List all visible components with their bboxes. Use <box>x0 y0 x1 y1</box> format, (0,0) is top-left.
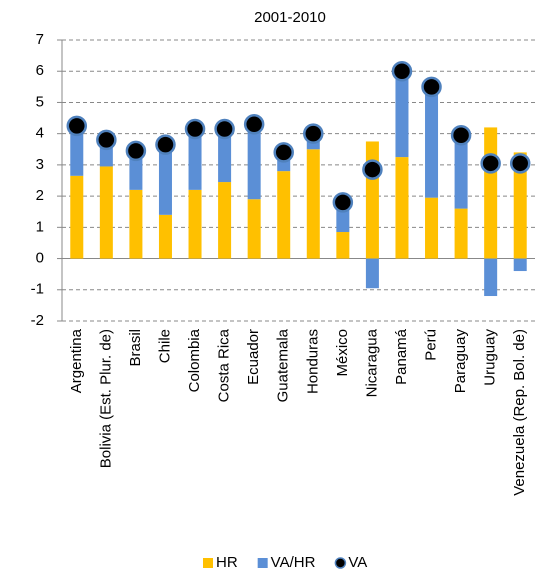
x-tick-label: Ecuador <box>245 329 262 385</box>
x-tick-label: Venezuela (Rep. Bol. de) <box>511 329 528 496</box>
x-tick-label: Paraguay <box>452 329 469 394</box>
x-tick-label: México <box>334 329 351 377</box>
bar-segment <box>365 258 379 289</box>
va-dot <box>332 192 354 213</box>
va-dot <box>96 129 117 151</box>
y-tick-label: 4 <box>36 125 44 142</box>
y-tick-label: 6 <box>36 62 44 79</box>
bar-segment <box>395 157 409 259</box>
va-dot <box>125 140 147 162</box>
va-dot <box>391 60 413 82</box>
bar-segment <box>425 86 439 198</box>
legend-label: HR <box>216 554 238 571</box>
y-tick-label: 5 <box>36 93 44 110</box>
bar-segment <box>247 124 261 200</box>
bar-segment <box>129 150 143 190</box>
bar-segment <box>129 189 143 259</box>
va-dot <box>273 142 294 163</box>
chart-title: 2001-2010 <box>254 9 326 26</box>
y-tick-label: 2 <box>36 187 44 204</box>
x-tick-label: Bolivia (Est. Plur. de) <box>97 329 114 468</box>
x-tick-label: Honduras <box>304 329 321 394</box>
bar-segment <box>218 128 232 183</box>
y-tick-label: -2 <box>31 312 44 329</box>
va-dot <box>155 134 176 155</box>
legend-marker <box>334 557 347 569</box>
bar-segment <box>425 197 439 259</box>
x-tick-label: Argentina <box>68 328 85 393</box>
bar-segment <box>247 199 261 259</box>
bar-segment <box>454 208 468 259</box>
bar-segment <box>395 71 409 158</box>
x-tick-label: Chile <box>156 329 173 363</box>
x-tick-label: Brasil <box>127 329 144 367</box>
bar-segment <box>513 258 527 272</box>
bar-segment <box>277 171 291 259</box>
x-tick-label: Panamá <box>393 328 410 385</box>
x-tick-label: Nicaragua <box>363 328 380 397</box>
bar-segment <box>70 175 84 259</box>
va-dot <box>66 115 88 137</box>
va-dot <box>243 114 265 135</box>
bar-segment <box>365 141 379 259</box>
bar-segment <box>513 152 527 259</box>
legend-label: VA <box>348 554 367 571</box>
bar-segment <box>188 189 202 259</box>
va-dot <box>509 153 531 174</box>
y-tick-label: 0 <box>36 250 44 267</box>
bar-segment <box>158 214 172 259</box>
bar-segment <box>158 144 172 215</box>
y-tick-label: 3 <box>36 156 44 173</box>
va-dot <box>421 76 442 98</box>
legend-label: VA/HR <box>271 554 316 571</box>
bar-segment <box>336 232 350 259</box>
va-dot <box>303 123 324 144</box>
legend-marker <box>203 558 213 568</box>
y-tick-label: -1 <box>31 281 44 298</box>
y-tick-label: 1 <box>36 218 44 235</box>
bar-segment <box>306 149 320 259</box>
bar-segment <box>70 125 84 176</box>
bar-segment <box>484 127 498 259</box>
va-dot <box>480 153 501 174</box>
x-tick-label: Costa Rica <box>216 328 233 402</box>
bar-segment <box>99 166 113 259</box>
y-tick-label: 7 <box>36 31 44 48</box>
va-dot <box>214 118 235 140</box>
va-dot <box>450 124 472 146</box>
x-tick-label: Colombia <box>186 328 203 392</box>
x-tick-label: Uruguay <box>482 329 499 386</box>
legend-marker <box>257 558 268 568</box>
bar-segment <box>188 128 202 190</box>
bar-segment <box>454 135 468 209</box>
x-tick-label: Perú <box>423 329 440 361</box>
va-dot <box>362 159 383 180</box>
bar-segment <box>484 258 498 297</box>
x-tick-label: Guatemala <box>275 328 292 402</box>
va-dot <box>184 118 206 140</box>
bar-segment <box>218 182 232 259</box>
